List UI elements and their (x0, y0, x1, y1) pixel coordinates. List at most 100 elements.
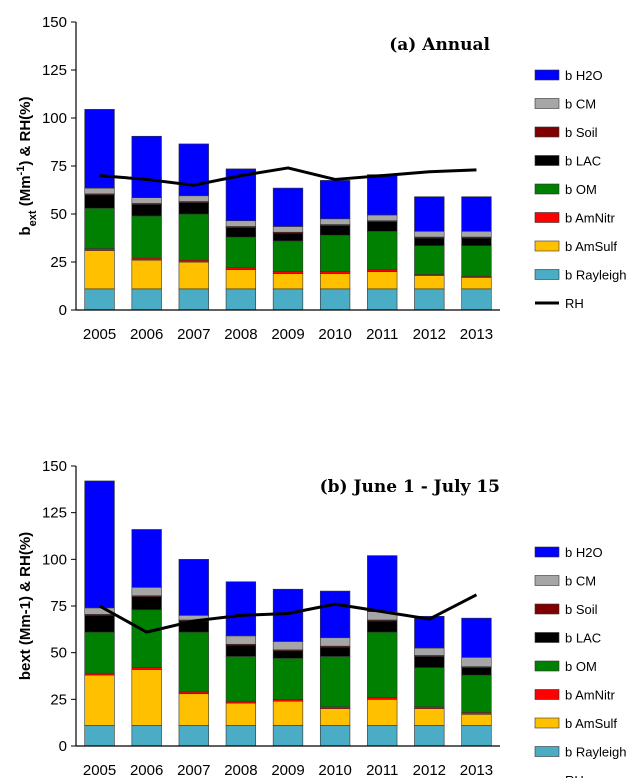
bar-segment-b-h2o (131, 529, 162, 588)
bar-segment-b-cm (319, 218, 351, 225)
chart-panel-b: 0 25 50 75 100 125 150 2005 2006 2007 2008 2009 2010… (17, 458, 626, 778)
bar-segment-b-cm (461, 657, 492, 667)
bar-segment-b-om (414, 245, 445, 275)
bar-segment-b-h2o (461, 196, 492, 232)
bar-stack-2010 (319, 180, 351, 311)
bar-segment-b-h2o (319, 180, 351, 220)
y-tick-label: 50 (50, 645, 67, 662)
bar-stack-2006 (131, 529, 162, 747)
bar-segment-b-h2o (225, 581, 257, 637)
x-tick-label: 2010 (318, 762, 351, 778)
x-tick-label: 2013 (460, 326, 493, 343)
bar-stack-2009 (272, 187, 304, 311)
bar-segment-b-h2o (178, 559, 209, 616)
bar-segment-b-h2o (178, 143, 209, 197)
legend-swatch (534, 603, 560, 615)
bar-segment-b-cm (367, 214, 398, 222)
bar-segment-b-om (367, 631, 398, 698)
legend-swatch (534, 240, 560, 252)
bar-segment-b-om (319, 656, 351, 708)
y-tick-label: 0 (59, 302, 67, 319)
bar-stack-2006 (131, 135, 162, 311)
x-tick-label: 2009 (271, 762, 304, 778)
legend-label: b Soil (565, 602, 598, 617)
x-tick-label: 2010 (318, 326, 351, 343)
bar-segment-b-cm (319, 637, 351, 647)
legend-swatch (534, 183, 560, 195)
bar-segment-b-rayleigh (272, 288, 304, 311)
bar-segment-b-amsulf (178, 261, 209, 290)
x-tick-label: 2005 (83, 326, 116, 343)
bar-segment-b-lac (84, 194, 115, 209)
legend-label: b AmNitr (565, 211, 616, 226)
bar-segment-b-amsulf (461, 713, 492, 726)
bar-segment-b-cm (272, 641, 304, 651)
bar-stack-2005 (84, 109, 115, 311)
bar-segment-b-amsulf (178, 693, 209, 726)
legend-label: b OM (565, 182, 597, 197)
y-tick-label: 75 (50, 598, 67, 615)
bar-segment-b-h2o (414, 196, 445, 232)
bar-segment-b-rayleigh (319, 725, 351, 747)
y-tick-label: 125 (42, 62, 67, 79)
x-tick-label: 2012 (413, 762, 446, 778)
legend-swatch (534, 660, 560, 672)
bar-segment-b-amsulf (414, 708, 445, 726)
bar-segment-b-amsulf (319, 273, 351, 290)
legend-label: b Rayleigh (565, 268, 626, 283)
legend-swatch (534, 746, 560, 757)
bar-segment-b-lac (319, 646, 351, 657)
bar-stack-2013 (461, 196, 492, 311)
legend-label: b CM (565, 97, 596, 112)
bar-segment-b-h2o (367, 174, 398, 216)
bar-segment-b-om (131, 215, 162, 259)
legend-swatch (534, 126, 560, 138)
x-tick-label: 2011 (366, 762, 398, 778)
bar-segment-b-lac (84, 615, 115, 633)
bar-stack-2005 (84, 480, 115, 747)
bar-segment-b-om (461, 245, 492, 277)
y-tick-label: 50 (50, 206, 67, 223)
bar-segment-b-h2o (461, 617, 492, 658)
legend-label: b CM (565, 574, 596, 589)
bar-segment-b-rayleigh (178, 725, 209, 747)
chart-panel-a: 0 25 50 75 100 125 150 2005 2006 2007 2008 2009 2010… (15, 14, 626, 343)
bar-segment-b-amsulf (414, 275, 445, 290)
bar-segment-b-amsulf (131, 669, 162, 726)
bar-segment-b-lac (319, 225, 351, 236)
legend-swatch (534, 69, 560, 81)
bar-segment-b-amsulf (84, 674, 115, 726)
bar-segment-b-cm (131, 587, 162, 597)
x-tick-label: 2009 (271, 326, 304, 343)
y-tick-label: 100 (42, 551, 67, 568)
bar-segment-b-lac (225, 644, 257, 657)
legend-swatch (534, 575, 560, 586)
bar-segment-b-om (131, 609, 162, 668)
bar-segment-b-cm (225, 220, 257, 227)
bar-segment-b-lac (367, 620, 398, 633)
bar-segment-b-om (461, 674, 492, 713)
bar-segment-b-cm (84, 187, 115, 195)
bar-stack-2007 (178, 143, 209, 311)
bar-segment-b-amsulf (272, 700, 304, 726)
bar-segment-b-lac (225, 227, 257, 238)
rh-line (99, 166, 477, 187)
bar-segment-b-h2o (84, 480, 115, 609)
bar-segment-b-cm (414, 647, 445, 656)
bar-segment-b-rayleigh (272, 725, 304, 747)
bar-stack-2012 (414, 196, 445, 311)
bar-stack-2008 (225, 168, 257, 311)
legend-label: RH (565, 296, 584, 311)
legend-swatch (534, 717, 560, 729)
bar-stack-2008 (225, 581, 257, 747)
legend-label: b AmSulf (565, 716, 617, 731)
bar-segment-b-h2o (272, 187, 304, 227)
bar-stack-2013 (461, 617, 492, 747)
bar-segment-b-h2o (319, 590, 351, 639)
bar-segment-b-amsulf (272, 273, 304, 290)
x-tick-label: 2011 (366, 326, 398, 343)
y-tick-label: 25 (50, 691, 67, 708)
legend-swatch (534, 269, 560, 280)
rh-line (98, 593, 478, 634)
